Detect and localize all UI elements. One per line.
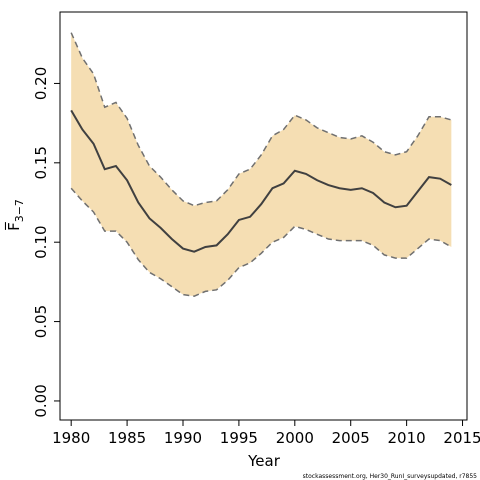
x-tick-label: 2010 [388,429,426,447]
y-tick-label: 0.00 [32,384,50,417]
confidence-band [71,32,452,297]
y-axis-title: F̅3−7 [4,199,26,231]
y-tick-label: 0.05 [32,305,50,338]
y-axis-title-main: F̅ [4,221,23,231]
x-tick-label: 2005 [332,429,370,447]
plot-frame [59,11,468,421]
y-tick-label: 0.10 [32,225,50,258]
x-tick-label: 1990 [164,429,202,447]
x-axis-title: Year [247,452,281,470]
x-tick-label: 1980 [52,429,90,447]
y-axis-title-subscript: 3−7 [13,199,26,222]
footer-text: stockassessment.org, Her30_RunI_surveysu… [303,473,478,480]
plot-area [59,11,468,421]
x-tick-label: 2015 [443,429,480,447]
series-line-estimate [70,109,452,253]
x-tick-label: 1995 [220,429,258,447]
y-tick-label: 0.20 [32,67,50,100]
x-tick-label: 2000 [276,429,314,447]
x-tick-label: 1985 [108,429,146,447]
series-line-upper [70,32,452,207]
x-axis: 1980 1985 1990 1995 2000 2005 2010 2015 [52,420,480,447]
y-tick-label: 0.15 [32,146,50,179]
svg-text:F̅3−7: F̅3−7 [4,199,26,231]
y-axis: 0.00 0.05 0.10 0.15 0.20 [32,67,60,418]
series-line-lower [70,187,452,297]
